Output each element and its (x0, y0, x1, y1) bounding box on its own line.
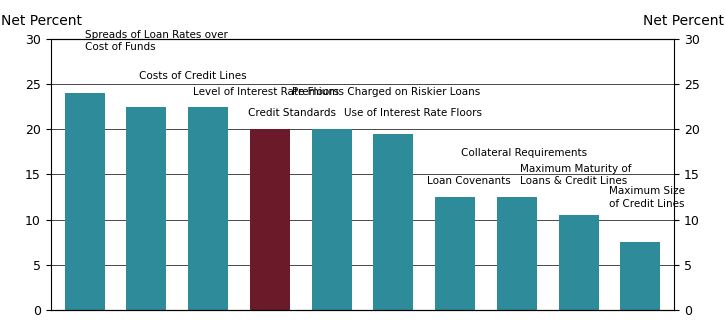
Bar (558, 215, 599, 310)
Bar (312, 129, 352, 310)
Text: Costs of Credit Lines: Costs of Credit Lines (139, 71, 247, 81)
Text: Level of Interest Rate Floors: Level of Interest Rate Floors (193, 87, 339, 97)
Bar (435, 197, 475, 310)
Text: Maximum Maturity of
Loans & Credit Lines: Maximum Maturity of Loans & Credit Lines (520, 164, 631, 186)
Bar (126, 107, 167, 310)
Text: Net Percent: Net Percent (643, 14, 724, 28)
Bar (188, 107, 228, 310)
Bar (497, 197, 537, 310)
Bar (65, 93, 105, 310)
Text: Use of Interest Rate Floors: Use of Interest Rate Floors (344, 108, 482, 118)
Bar (620, 242, 660, 310)
Text: Spreads of Loan Rates over
Cost of Funds: Spreads of Loan Rates over Cost of Funds (86, 30, 228, 52)
Text: Maximum Size
of Credit Lines: Maximum Size of Credit Lines (610, 186, 685, 209)
Bar (373, 134, 413, 310)
Text: Loan Covenants: Loan Covenants (427, 176, 511, 186)
Bar (250, 129, 290, 310)
Text: Net Percent: Net Percent (1, 14, 82, 28)
Text: Credit Standards: Credit Standards (248, 108, 336, 118)
Text: Collateral Requirements: Collateral Requirements (461, 148, 587, 158)
Text: Premiums Charged on Riskier Loans: Premiums Charged on Riskier Loans (291, 87, 480, 97)
